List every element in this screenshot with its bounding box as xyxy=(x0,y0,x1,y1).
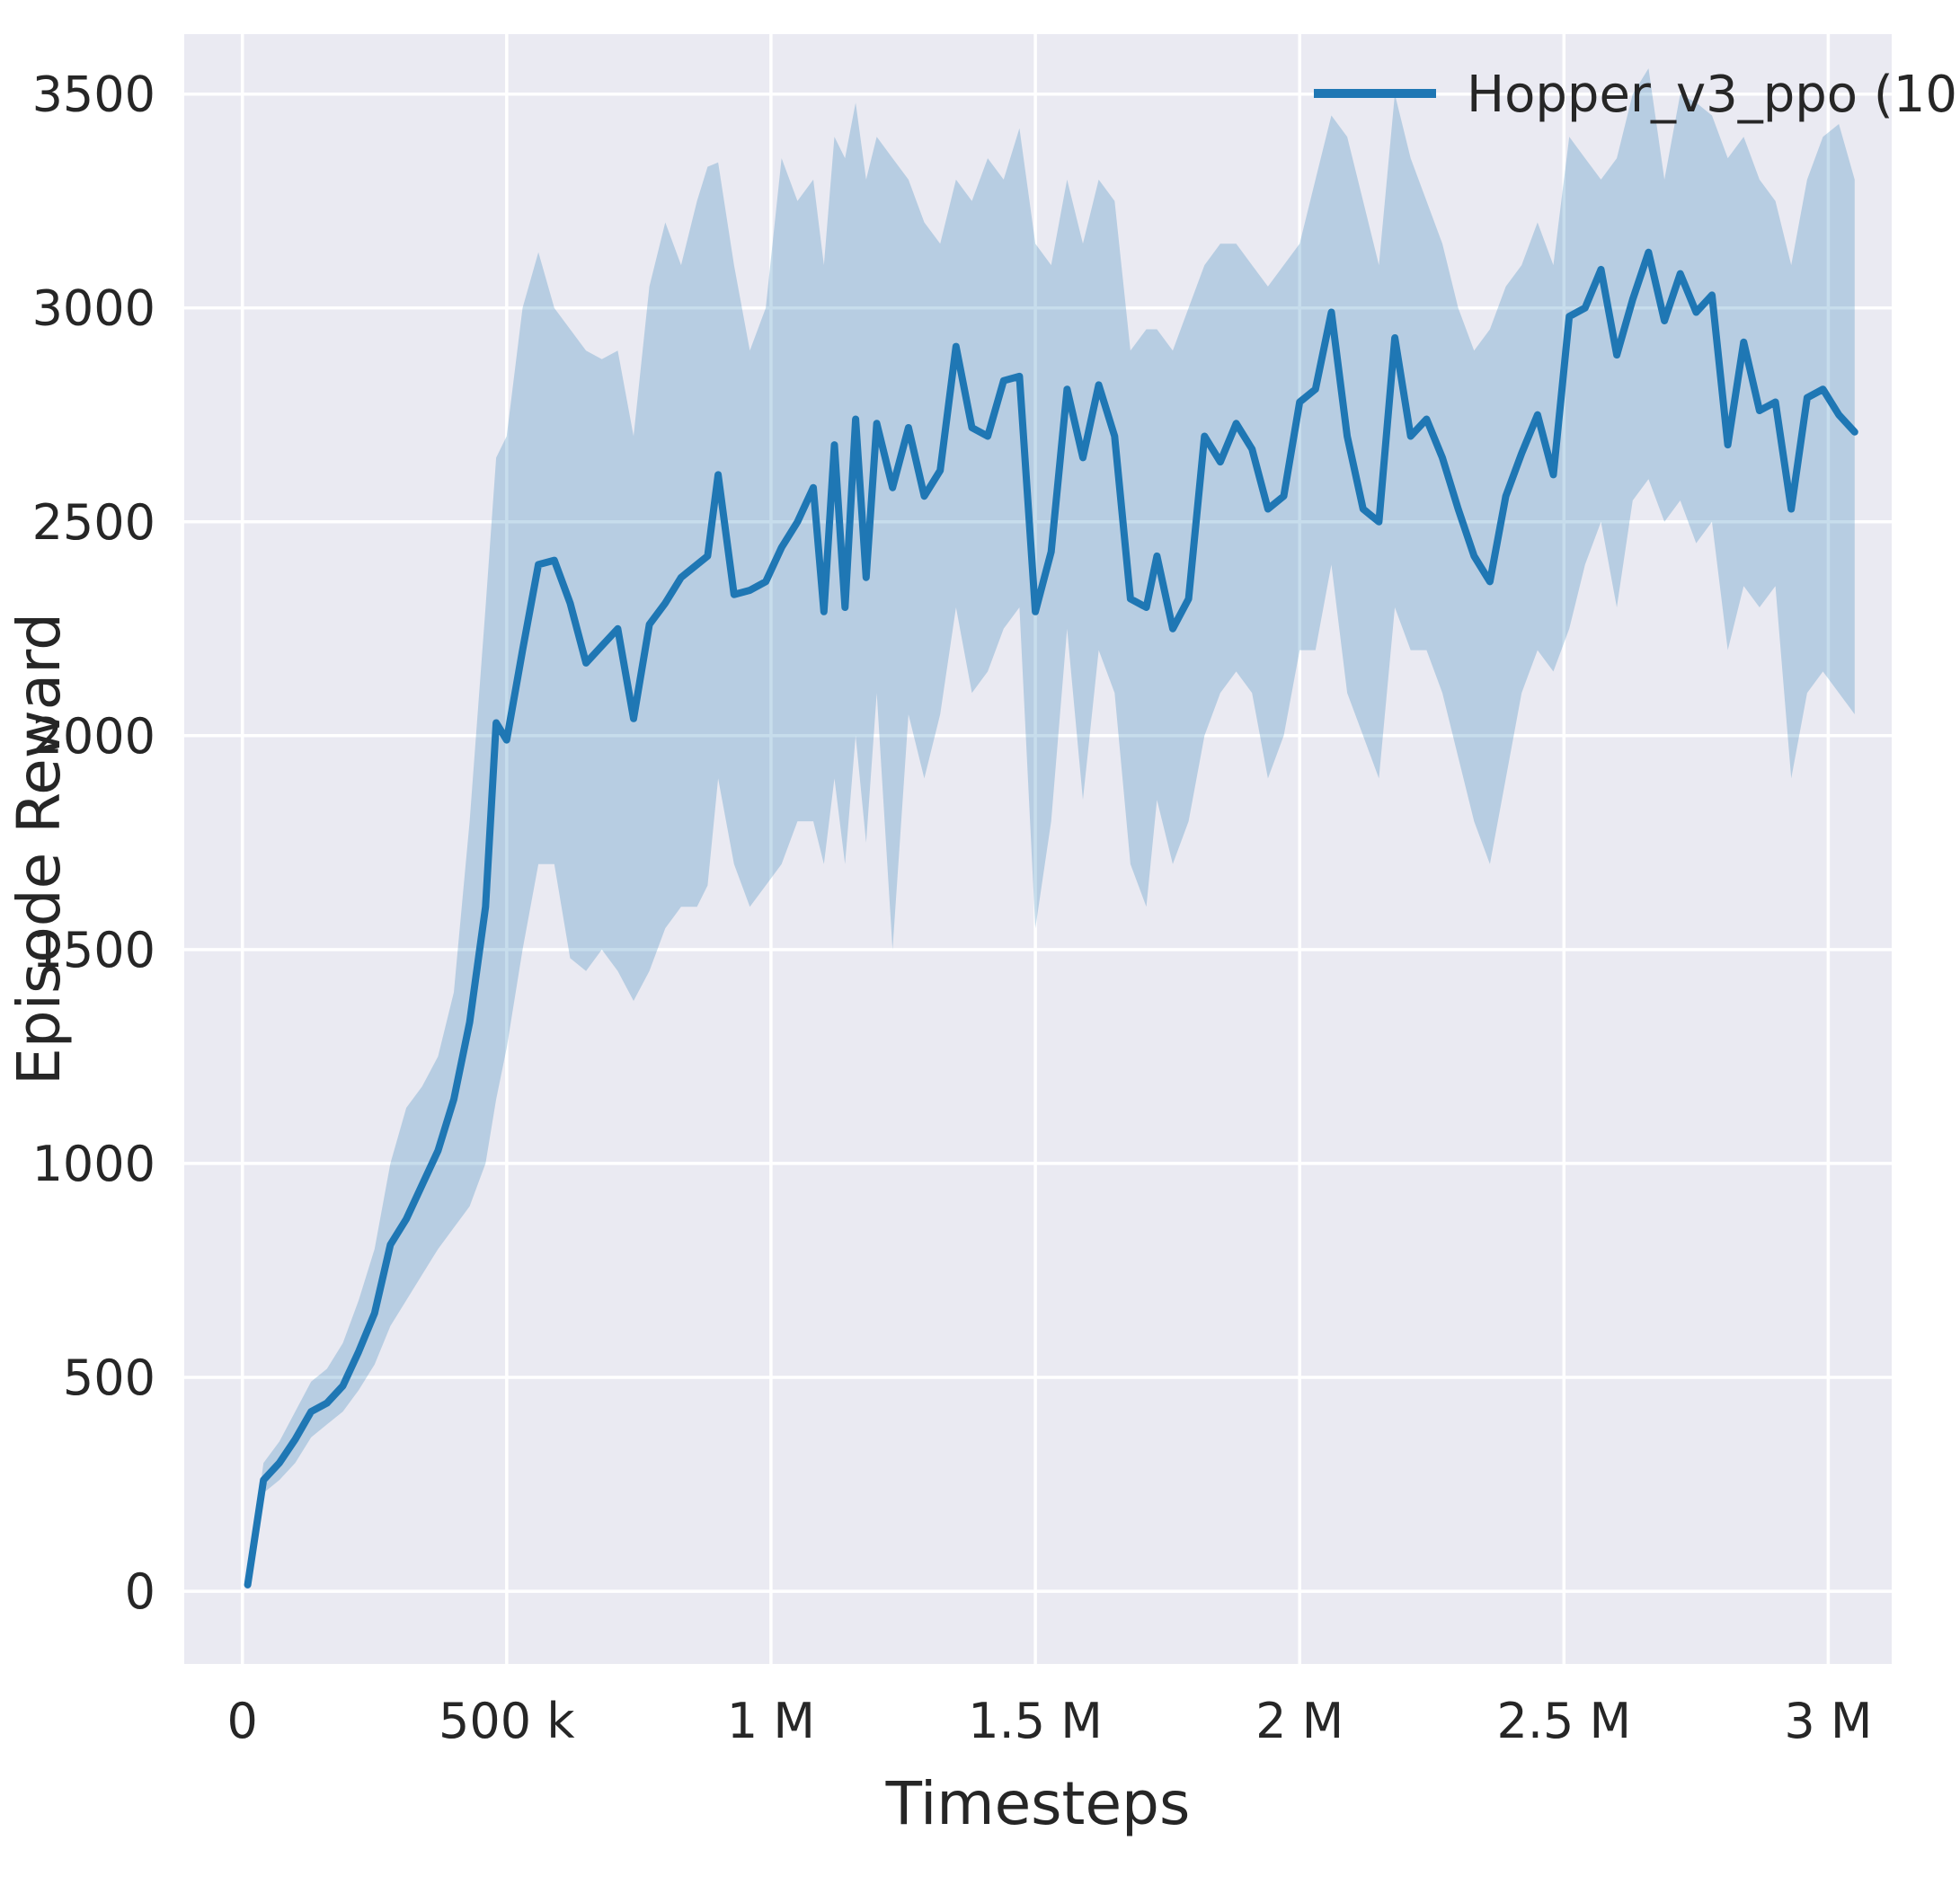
y-tick-label: 1500 xyxy=(32,922,155,978)
y-tick-label: 2500 xyxy=(32,494,155,551)
x-tick-label: 500 k xyxy=(439,1693,575,1749)
x-tick-label: 0 xyxy=(227,1693,258,1749)
x-tick-label: 1 M xyxy=(727,1693,815,1749)
x-tick-label: 1.5 M xyxy=(968,1693,1103,1749)
x-axis-label: Timesteps xyxy=(885,1769,1191,1838)
y-tick-label: 500 xyxy=(63,1350,155,1406)
y-tick-label: 3000 xyxy=(32,280,155,337)
x-tick-label: 3 M xyxy=(1784,1693,1872,1749)
x-tick-label: 2 M xyxy=(1255,1693,1344,1749)
y-tick-label: 2000 xyxy=(32,708,155,765)
x-tick-label: 2.5 M xyxy=(1496,1693,1631,1749)
y-tick-label: 3500 xyxy=(32,66,155,123)
legend-label: Hopper_v3_ppo (10) xyxy=(1467,66,1960,124)
x-tick-labels: 0 500 k 1 M 1.5 M 2 M 2.5 M 3 M xyxy=(227,1693,1873,1749)
mean-reward-line xyxy=(244,248,1858,1589)
y-tick-labels: 0 500 1000 1500 2000 2500 3000 3500 xyxy=(32,66,155,1620)
legend: Hopper_v3_ppo (10) xyxy=(1314,66,1960,124)
y-tick-label: 1000 xyxy=(32,1136,155,1192)
y-axis-label: Episode Reward xyxy=(4,613,74,1085)
gridlines xyxy=(184,34,1892,1664)
y-tick-label: 0 xyxy=(125,1563,155,1620)
confidence-band xyxy=(247,68,1855,1589)
